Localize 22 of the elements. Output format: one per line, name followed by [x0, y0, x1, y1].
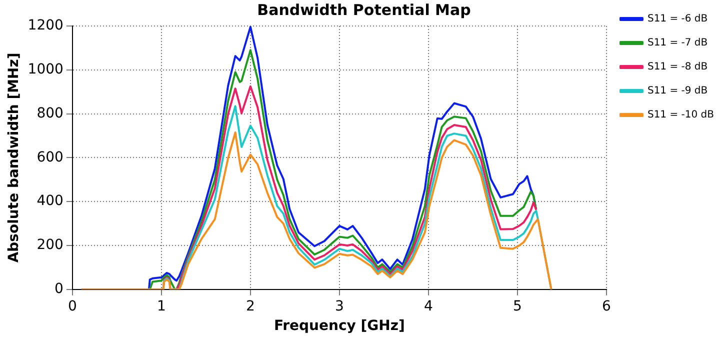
y-tick-label: 200 — [36, 237, 64, 254]
x-tick-label: 6 — [602, 298, 612, 314]
legend-label: S11 = -10 dB — [647, 110, 714, 121]
x-axis-title: Frequency [GHz] — [274, 318, 405, 334]
legend-label: S11 = -9 dB — [647, 86, 708, 97]
x-tick-label: 1 — [156, 298, 166, 314]
legend-label: S11 = -7 dB — [647, 38, 708, 49]
x-tick-label: 2 — [246, 298, 255, 314]
y-tick-label: 1200 — [28, 18, 64, 34]
x-tick-label: 5 — [513, 298, 522, 314]
chart-title: Bandwidth Potential Map — [257, 0, 472, 19]
y-tick-label: 600 — [36, 149, 64, 166]
x-tick-label: 3 — [334, 298, 344, 314]
y-axis-title: Absolute bandwidth [MHz] — [6, 52, 22, 263]
legend-label: S11 = -6 dB — [647, 14, 708, 25]
y-tick-label: 1000 — [28, 62, 64, 78]
y-tick-label: 800 — [36, 105, 64, 122]
x-tick-label: 4 — [424, 298, 433, 314]
y-tick-label: 400 — [36, 193, 64, 210]
y-tick-label: 0 — [54, 281, 64, 298]
x-tick-label: 0 — [68, 298, 77, 314]
legend-label: S11 = -8 dB — [647, 62, 708, 73]
